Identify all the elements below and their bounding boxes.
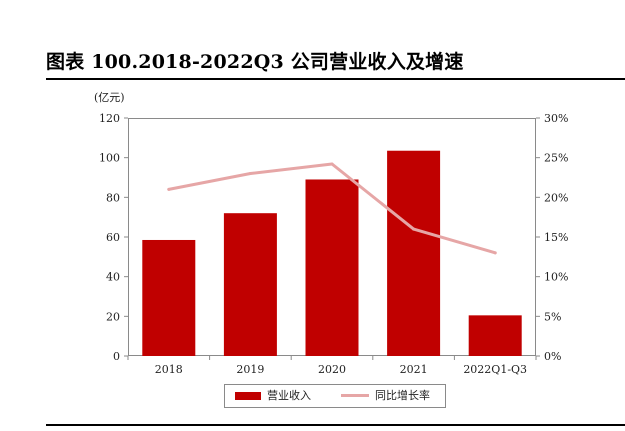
revenue-bar-2 bbox=[305, 179, 359, 356]
right-tick-label: 10% bbox=[544, 271, 568, 284]
right-axis-ticks: 0% 5% 10% 15% 20% 25% 30% bbox=[536, 112, 568, 363]
x-tick-label: 2021 bbox=[400, 363, 428, 376]
left-tick-label: 100 bbox=[99, 152, 120, 165]
growth-point-4 bbox=[493, 251, 497, 255]
left-tick-label: 80 bbox=[106, 191, 120, 204]
revenue-bar-4 bbox=[468, 315, 522, 356]
revenue-bars bbox=[127, 150, 537, 360]
growth-point-0 bbox=[167, 187, 171, 191]
right-tick-label: 25% bbox=[544, 152, 568, 165]
x-tick-label: 2022Q1-Q3 bbox=[463, 363, 527, 376]
revenue-bar-1 bbox=[223, 213, 277, 356]
title-rule bbox=[46, 78, 625, 80]
left-axis-ticks: 0 20 40 60 80 100 120 bbox=[99, 112, 128, 363]
right-tick-label: 5% bbox=[544, 310, 561, 323]
right-tick-label: 0% bbox=[544, 350, 561, 363]
left-tick-label: 60 bbox=[106, 231, 120, 244]
revenue-bar-3 bbox=[387, 150, 441, 356]
growth-line-layer bbox=[167, 162, 497, 255]
legend: 营业收入 同比增长率 bbox=[224, 384, 446, 408]
legend-revenue-swatch bbox=[235, 392, 261, 400]
growth-point-3 bbox=[412, 227, 416, 231]
x-tick-label: 2019 bbox=[236, 363, 264, 376]
bottom-rule bbox=[46, 424, 625, 426]
revenue-bar-0 bbox=[142, 239, 196, 356]
growth-point-2 bbox=[330, 162, 334, 166]
x-axis-labels: 2018 2019 2020 2021 2022Q1-Q3 bbox=[155, 363, 527, 376]
left-tick-label: 0 bbox=[113, 350, 120, 363]
legend-revenue-label: 营业收入 bbox=[267, 389, 311, 402]
legend-growth-label: 同比增长率 bbox=[375, 389, 430, 402]
left-tick-label: 20 bbox=[106, 310, 120, 323]
x-tick-label: 2020 bbox=[318, 363, 346, 376]
chart-title: 图表 100.2018-2022Q3 公司营业收入及增速 bbox=[46, 51, 464, 73]
right-tick-label: 20% bbox=[544, 191, 568, 204]
right-tick-label: 30% bbox=[544, 112, 568, 125]
legend-growth-swatch bbox=[341, 394, 369, 397]
x-tick-label: 2018 bbox=[155, 363, 183, 376]
growth-point-1 bbox=[248, 172, 252, 176]
left-tick-label: 40 bbox=[106, 271, 120, 284]
right-tick-label: 15% bbox=[544, 231, 568, 244]
left-axis-unit-label: (亿元) bbox=[94, 91, 125, 104]
left-tick-label: 120 bbox=[99, 112, 120, 125]
